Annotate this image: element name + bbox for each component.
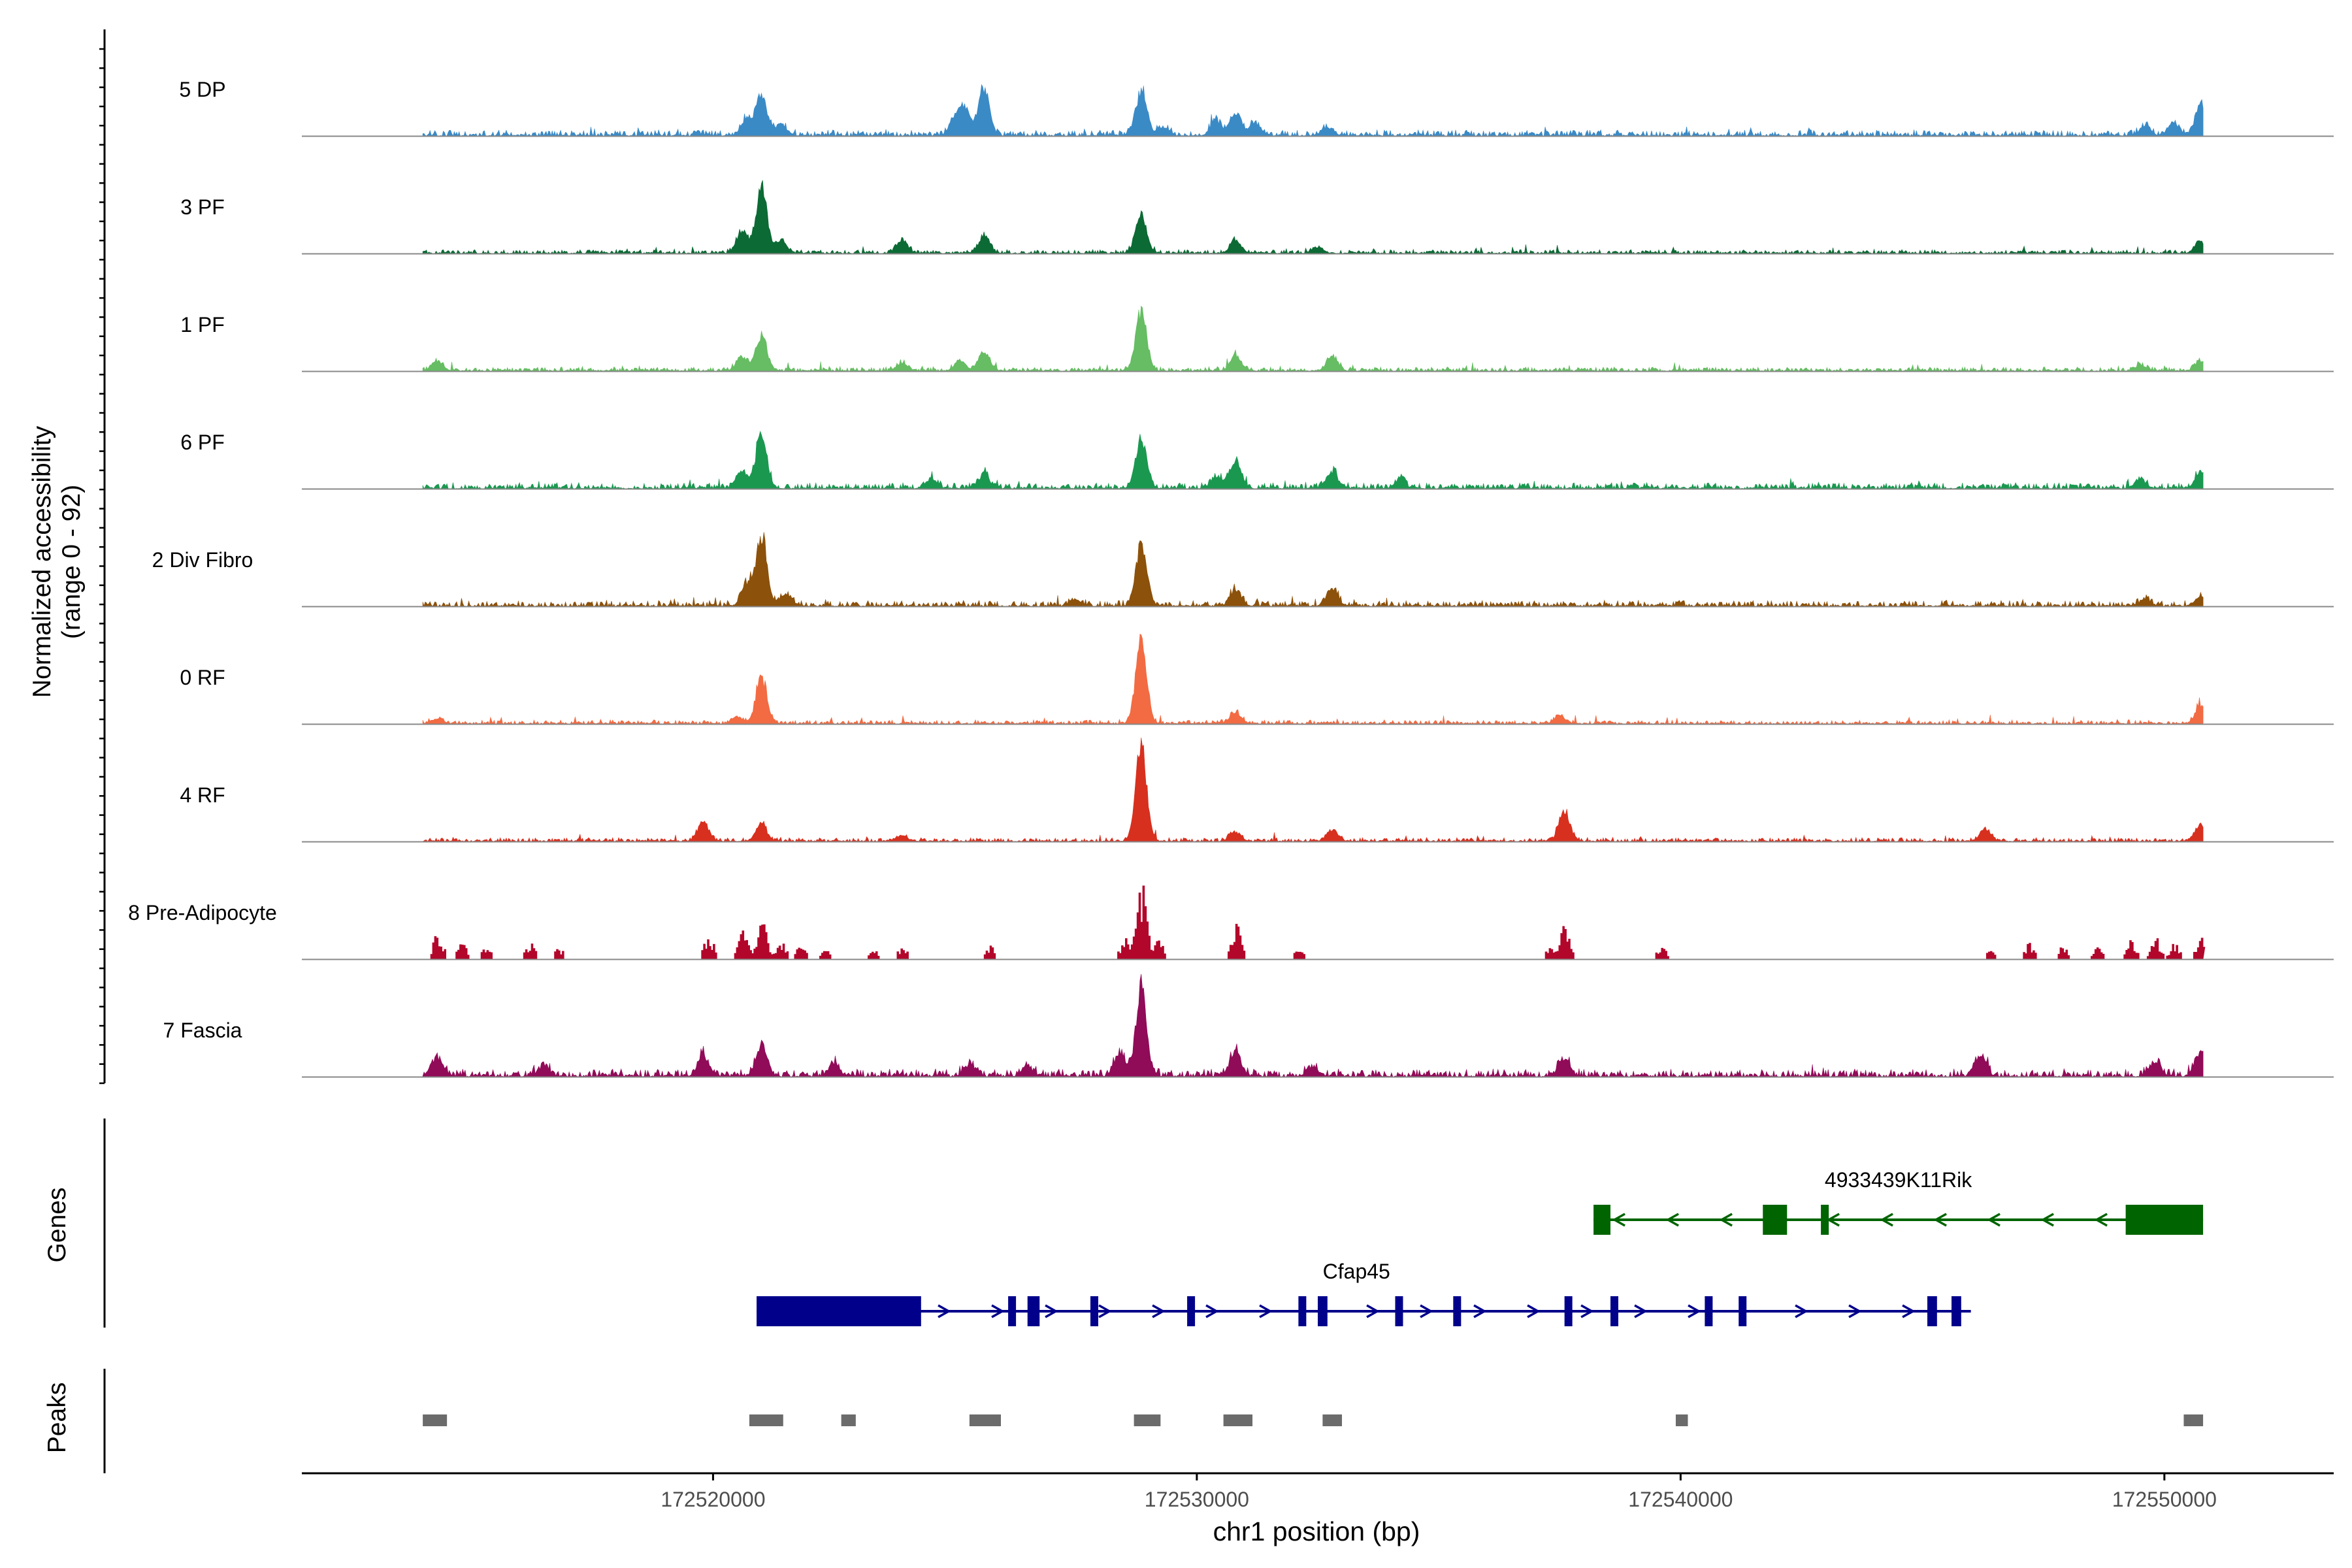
gene-exon [1610,1296,1618,1326]
coverage-area-0-rf [422,633,2204,725]
gene-exon [1453,1296,1462,1326]
track-5-dp: 5 DP [179,78,2334,137]
track-2-div-fibro: 2 Div Fibro [152,532,2334,608]
peak-region [1322,1414,1343,1426]
peaks-track [103,1369,2204,1473]
x-tick-label: 172540000 [1628,1488,1733,1511]
track-label-6-pf: 6 PF [180,431,225,454]
peak-region [2183,1414,2204,1426]
track-0-rf: 0 RF [180,633,2334,725]
peak-region [749,1414,783,1426]
strand-chevron [1612,1213,1625,1227]
strand-chevron [1259,1304,1273,1318]
gene-cfap45: Cfap45 [757,1260,1971,1326]
gene-exon [1739,1296,1747,1326]
x-tick-label: 172550000 [2112,1488,2217,1511]
track-7-fascia: 7 Fascia [163,973,2334,1078]
gene-exon [1090,1296,1098,1326]
gene-exon [1821,1205,1829,1235]
genes-track: 4933439K11Rik Cfap45 [103,1119,2204,1328]
peak-region [1675,1414,1688,1426]
strand-chevron [991,1304,1005,1318]
peaks-label: Peaks [43,1382,71,1453]
gene-exon [1593,1205,1610,1235]
peak-region [1134,1414,1161,1426]
gene-label-4933439k11rik: 4933439K11Rik [1825,1168,1972,1192]
gene-label-cfap45: Cfap45 [1323,1260,1390,1283]
strand-chevron [1098,1304,1112,1318]
gene-exon [1298,1296,1307,1326]
track-label-3-pf: 3 PF [180,195,225,219]
x-tick-label: 172520000 [661,1488,765,1511]
track-label-5-dp: 5 DP [179,78,225,101]
peak-region [1223,1414,1253,1426]
strand-chevron [1880,1213,1893,1227]
track-label-4-rf: 4 RF [180,783,225,807]
peak-region [423,1414,448,1426]
strand-chevron [1795,1304,1808,1318]
x-axis: 172520000 172530000 172540000 172550000 [302,1472,2334,1511]
peak-region [969,1414,1001,1426]
gene-exon [1927,1296,1937,1326]
track-6-pf: 6 PF [180,431,2334,490]
strand-chevron [1933,1213,1947,1227]
strand-chevron [2094,1213,2108,1227]
strand-chevron [1634,1304,1648,1318]
track-label-1-pf: 1 PF [180,313,225,336]
x-axis-label: chr1 position (bp) [1213,1516,1420,1546]
strand-chevron [1045,1304,1058,1318]
gene-exon [1564,1296,1573,1326]
track-label-8-pre-adipocyte: 8 Pre-Adipocyte [128,901,277,924]
gene-4933439k11rik: 4933439K11Rik [1593,1168,2204,1235]
coverage-area-6-pf [422,431,2204,490]
gene-exon [1027,1296,1040,1326]
strand-chevron [1366,1304,1380,1318]
strand-chevron [938,1304,951,1318]
coverage-area-5-dp [422,84,2204,137]
gene-exon [1763,1205,1788,1235]
strand-chevron [1205,1304,1219,1318]
coverage-area-2-div-fibro [422,532,2204,608]
strand-chevron [1473,1304,1487,1318]
strand-chevron [1719,1213,1733,1227]
strand-chevron [2040,1213,2054,1227]
strand-chevron [1848,1304,1862,1318]
strand-chevron [1665,1213,1679,1227]
strand-chevron [1902,1304,1916,1318]
gene-exon [1318,1296,1328,1326]
track-8-pre-adipocyte: 8 Pre-Adipocyte [128,885,2334,960]
coverage-y-axis [99,29,106,1085]
gene-exon [2125,1205,2204,1235]
strand-chevron [1420,1304,1433,1318]
gene-exon [1395,1296,1403,1326]
peak-region [841,1414,856,1426]
gene-exon [757,1296,921,1326]
strand-chevron [1580,1304,1594,1318]
strand-chevron [1152,1304,1166,1318]
track-4-rf: 4 RF [180,737,2334,843]
strand-chevron [1688,1304,1701,1318]
track-label-7-fascia: 7 Fascia [163,1019,242,1042]
y-axis-label-line2: (range 0 - 92) [57,485,86,639]
gene-exon [1008,1296,1017,1326]
gene-exon [1952,1296,1961,1326]
track-label-0-rf: 0 RF [180,666,225,689]
y-axis-label-line1: Normalized accessibility [28,425,56,698]
coverage-area-7-fascia [422,973,2204,1078]
coverage-tracks: 5 DP 3 PF 1 PF 6 PF 2 Div Fibro 0 RF 4 RF 8 Pre… [128,78,2334,1078]
strand-chevron [1527,1304,1541,1318]
gene-exon [1705,1296,1713,1326]
coverage-area-1-pf [422,305,2204,372]
track-1-pf: 1 PF [180,305,2334,372]
gene-exon [1187,1296,1196,1326]
coverage-area-4-rf [421,737,2204,842]
track-label-2-div-fibro: 2 Div Fibro [152,548,253,572]
x-tick-label: 172530000 [1145,1488,1249,1511]
track-3-pf: 3 PF [180,180,2334,255]
genes-label: Genes [43,1188,71,1263]
strand-chevron [1987,1213,2001,1227]
